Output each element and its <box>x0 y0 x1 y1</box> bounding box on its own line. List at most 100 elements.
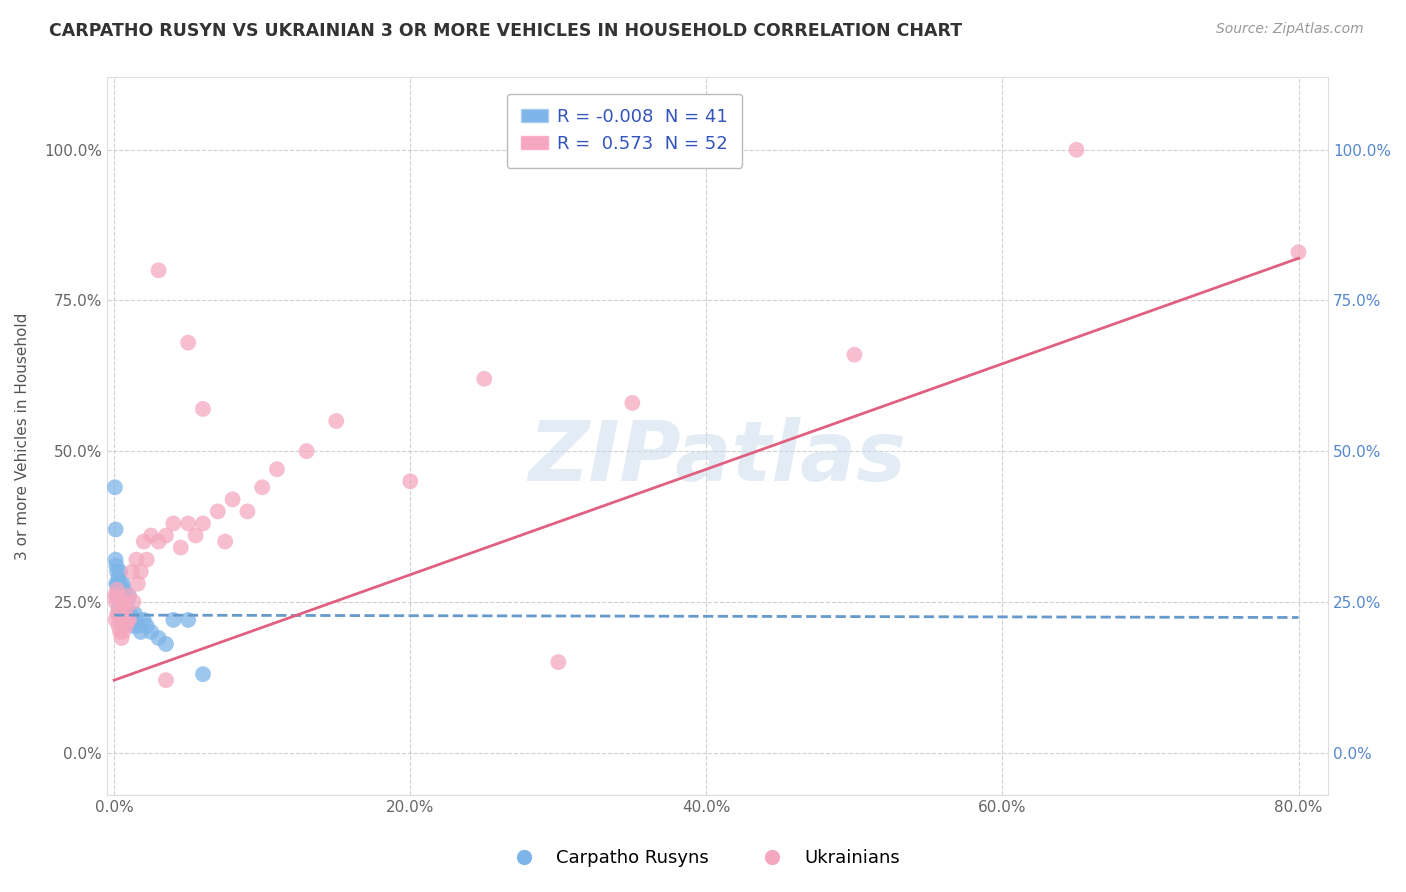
Point <box>110 582 132 597</box>
Point <box>221 492 243 507</box>
Point <box>105 582 128 597</box>
Point <box>104 589 127 603</box>
Point <box>104 523 127 537</box>
Point <box>110 607 132 621</box>
Point <box>112 624 135 639</box>
Point <box>125 552 148 566</box>
Point <box>105 607 128 621</box>
Point <box>121 565 143 579</box>
Point <box>148 263 170 277</box>
Point <box>399 475 422 489</box>
Point <box>118 613 141 627</box>
Point <box>107 589 129 603</box>
Point <box>108 589 131 603</box>
Point <box>472 372 495 386</box>
Point <box>155 637 177 651</box>
Point <box>127 576 149 591</box>
Point <box>114 607 136 621</box>
Point <box>107 619 129 633</box>
Point <box>236 504 259 518</box>
Text: CARPATHO RUSYN VS UKRAINIAN 3 OR MORE VEHICLES IN HOUSEHOLD CORRELATION CHART: CARPATHO RUSYN VS UKRAINIAN 3 OR MORE VE… <box>49 22 962 40</box>
Point <box>132 534 155 549</box>
Point <box>108 576 131 591</box>
Point <box>207 504 229 518</box>
Point <box>177 335 200 350</box>
Point <box>104 613 127 627</box>
Point <box>184 528 207 542</box>
Text: Source: ZipAtlas.com: Source: ZipAtlas.com <box>1216 22 1364 37</box>
Point <box>115 619 138 633</box>
Point <box>250 480 273 494</box>
Point <box>114 595 136 609</box>
Point <box>121 613 143 627</box>
Point <box>295 444 318 458</box>
Point <box>118 613 141 627</box>
Point <box>844 348 866 362</box>
Point <box>112 576 135 591</box>
Point <box>191 516 214 531</box>
Point <box>191 401 214 416</box>
Point <box>115 600 138 615</box>
Point <box>1066 143 1088 157</box>
Point <box>110 600 132 615</box>
Point <box>135 619 157 633</box>
Point <box>141 624 163 639</box>
Point <box>148 631 170 645</box>
Point <box>107 589 129 603</box>
Point <box>129 624 152 639</box>
Point <box>105 576 128 591</box>
Y-axis label: 3 or more Vehicles in Household: 3 or more Vehicles in Household <box>15 312 30 560</box>
Point <box>125 613 148 627</box>
Point <box>135 552 157 566</box>
Point <box>118 589 141 603</box>
Point <box>155 673 177 688</box>
Point <box>108 624 131 639</box>
Point <box>170 541 193 555</box>
Point <box>118 589 141 603</box>
Point <box>177 516 200 531</box>
Point <box>107 571 129 585</box>
Point <box>141 528 163 542</box>
Point <box>115 600 138 615</box>
Point <box>104 595 127 609</box>
Point <box>132 613 155 627</box>
Point <box>117 595 139 609</box>
Point <box>105 589 128 603</box>
Point <box>266 462 288 476</box>
Point <box>1288 245 1310 260</box>
Point <box>117 613 139 627</box>
Point <box>162 613 184 627</box>
Point <box>148 534 170 549</box>
Point <box>108 595 131 609</box>
Point <box>104 552 127 566</box>
Point <box>127 619 149 633</box>
Point <box>191 667 214 681</box>
Point <box>162 516 184 531</box>
Point <box>107 582 129 597</box>
Point <box>120 607 142 621</box>
Point <box>108 565 131 579</box>
Point <box>114 582 136 597</box>
Point <box>107 600 129 615</box>
Legend: R = -0.008  N = 41, R =  0.573  N = 52: R = -0.008 N = 41, R = 0.573 N = 52 <box>506 94 742 168</box>
Point <box>112 595 135 609</box>
Point <box>621 396 644 410</box>
Point <box>110 613 132 627</box>
Point <box>214 534 236 549</box>
Point <box>177 613 200 627</box>
Point <box>105 576 128 591</box>
Point <box>547 655 569 669</box>
Point <box>122 595 145 609</box>
Point <box>104 480 127 494</box>
Point <box>105 558 128 573</box>
Point <box>112 607 135 621</box>
Point <box>124 607 146 621</box>
Point <box>122 619 145 633</box>
Point <box>155 528 177 542</box>
Legend: Carpatho Rusyns, Ukrainians: Carpatho Rusyns, Ukrainians <box>498 842 908 874</box>
Point <box>114 613 136 627</box>
Point <box>110 631 132 645</box>
Text: ZIPatlas: ZIPatlas <box>529 417 907 498</box>
Point <box>107 607 129 621</box>
Point <box>325 414 347 428</box>
